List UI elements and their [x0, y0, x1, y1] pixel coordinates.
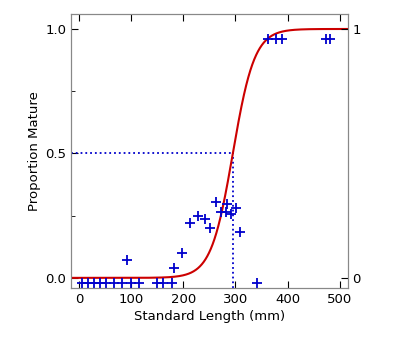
- Point: [103, 280, 109, 286]
- Point: [128, 280, 134, 286]
- Point: [179, 250, 185, 256]
- Point: [233, 205, 240, 211]
- Point: [202, 217, 208, 222]
- Point: [207, 225, 214, 231]
- Point: [136, 280, 142, 286]
- Point: [273, 36, 279, 42]
- Point: [279, 36, 286, 42]
- Point: [78, 280, 85, 286]
- Point: [213, 199, 219, 205]
- Point: [97, 280, 103, 286]
- Y-axis label: Proportion Mature: Proportion Mature: [28, 91, 41, 211]
- Point: [223, 209, 229, 215]
- Point: [171, 265, 177, 271]
- Point: [118, 280, 125, 286]
- Point: [327, 36, 333, 42]
- Point: [228, 212, 234, 217]
- Point: [111, 280, 118, 286]
- X-axis label: Standard Length (mm): Standard Length (mm): [134, 310, 285, 323]
- Point: [237, 229, 243, 234]
- Point: [218, 209, 224, 215]
- Point: [186, 220, 193, 226]
- Point: [169, 280, 175, 286]
- Point: [124, 258, 130, 263]
- Point: [265, 36, 271, 42]
- Point: [195, 213, 201, 218]
- Point: [323, 36, 329, 42]
- Point: [160, 280, 167, 286]
- Point: [90, 280, 97, 286]
- Point: [85, 280, 92, 286]
- Point: [254, 280, 261, 286]
- Point: [154, 280, 160, 286]
- Point: [224, 201, 230, 207]
